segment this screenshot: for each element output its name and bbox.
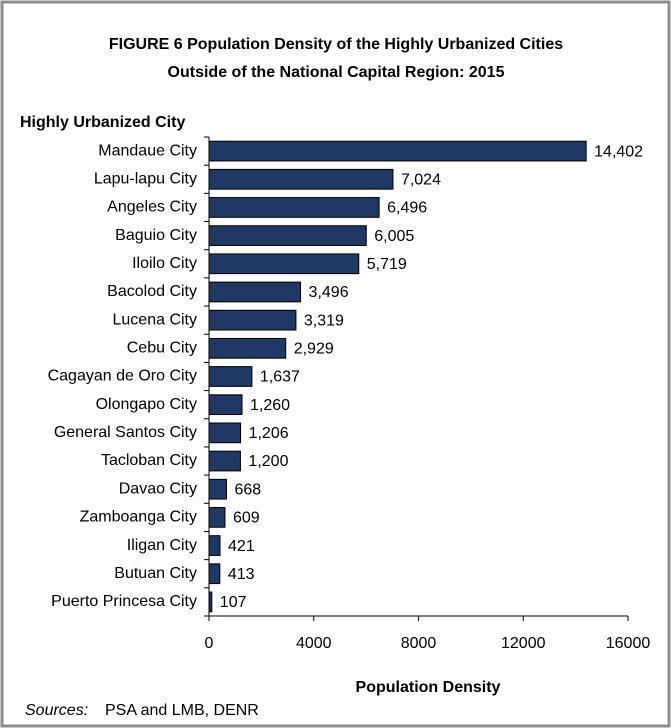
- x-tick-label: 16000: [606, 635, 651, 652]
- value-label: 6,496: [387, 200, 427, 217]
- bar: [208, 140, 587, 162]
- bar: [208, 225, 367, 246]
- x-tick-label: 12000: [501, 635, 546, 652]
- value-label: 609: [233, 510, 260, 527]
- bar: [208, 591, 213, 613]
- y-tick-label: Iloilo City: [132, 255, 197, 272]
- x-tick-label: 4000: [296, 635, 332, 652]
- value-label: 14,402: [594, 143, 643, 160]
- chart-subtitle: Outside of the National Capital Region: …: [168, 64, 505, 81]
- y-tick-label: Puerto Princesa City: [51, 593, 197, 610]
- bar: [208, 366, 253, 387]
- y-tick-label: Cagayan de Oro City: [48, 368, 197, 385]
- bar: [208, 394, 243, 416]
- value-label: 1,200: [248, 453, 288, 470]
- y-tick-label: Mandaue City: [98, 142, 197, 159]
- x-axis-label: Population Density: [356, 679, 501, 696]
- y-tick-label: Cebu City: [127, 340, 197, 357]
- bar: [208, 168, 394, 190]
- bar: [208, 197, 380, 218]
- value-label: 3,496: [309, 284, 349, 301]
- value-label: 2,929: [294, 341, 334, 358]
- bar: [208, 450, 241, 472]
- value-label: 1,260: [250, 397, 290, 414]
- y-tick-label: Bacolod City: [107, 283, 197, 300]
- y-tick-label: Zamboanga City: [80, 509, 197, 526]
- y-tick-label: Davao City: [119, 480, 197, 497]
- value-label: 7,024: [401, 171, 441, 188]
- bar: [208, 281, 302, 303]
- value-label: 413: [228, 566, 255, 583]
- y-tick-label: Baguio City: [115, 227, 197, 244]
- x-tick-label: 0: [205, 635, 214, 652]
- bar: [208, 563, 221, 585]
- source: PSA and LMB, DENR: [105, 702, 259, 719]
- bar: [208, 478, 227, 500]
- bar: [208, 535, 221, 556]
- y-tick-label: Iligan City: [127, 537, 197, 554]
- value-label: 107: [220, 594, 247, 611]
- bar: [208, 337, 287, 359]
- value-label: 421: [228, 538, 255, 555]
- x-tick-label: 8000: [401, 635, 437, 652]
- value-label: 5,719: [367, 256, 407, 273]
- y-tick-label: Lucena City: [113, 311, 198, 328]
- y-tick-label: Angeles City: [107, 199, 197, 216]
- value-label: 6,005: [374, 228, 414, 245]
- y-tick-label: Olongapo City: [96, 396, 197, 413]
- chart-title: FIGURE 6 Population Density of the Highl…: [109, 36, 563, 53]
- bar: [208, 253, 360, 275]
- source-label: Sources:: [25, 702, 88, 719]
- bar: [208, 422, 242, 444]
- y-axis-label: Highly Urbanized City: [20, 114, 185, 131]
- bar: [208, 309, 297, 331]
- value-label: 1,206: [249, 425, 289, 442]
- value-label: 3,319: [304, 312, 344, 329]
- y-tick-label: General Santos City: [54, 424, 197, 441]
- value-label: 668: [234, 481, 261, 498]
- y-tick-label: Tacloban City: [101, 452, 197, 469]
- y-tick-label: Lapu-lapu City: [94, 170, 197, 187]
- value-label: 1,637: [260, 369, 300, 386]
- y-tick-label: Butuan City: [114, 565, 197, 582]
- bar: [208, 507, 226, 528]
